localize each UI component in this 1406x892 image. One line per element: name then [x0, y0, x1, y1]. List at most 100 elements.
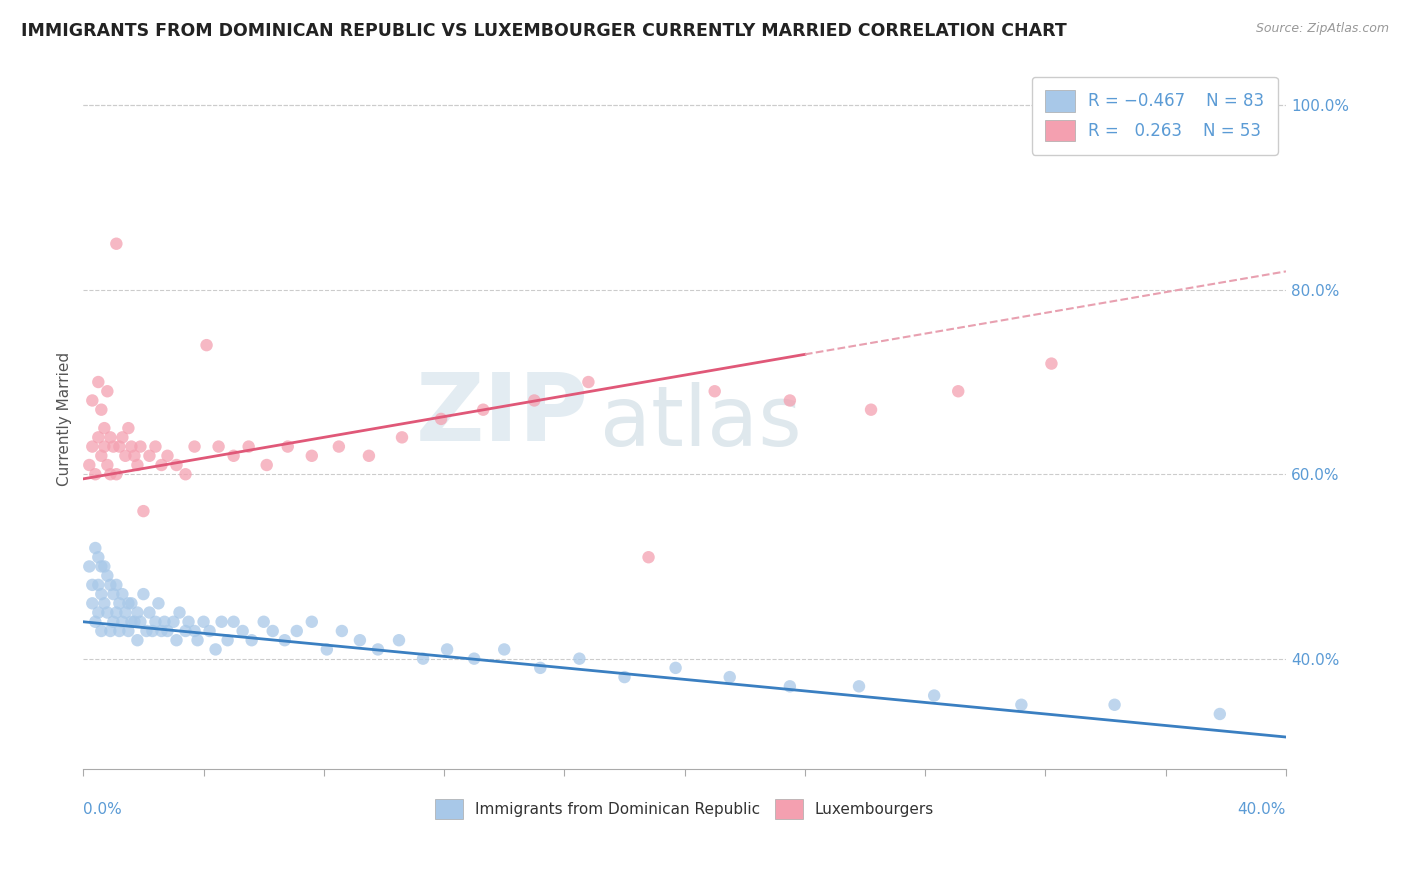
Point — [529, 661, 551, 675]
Point — [285, 624, 308, 638]
Point — [90, 559, 112, 574]
Point — [120, 596, 142, 610]
Point — [330, 624, 353, 638]
Point — [262, 624, 284, 638]
Point — [328, 440, 350, 454]
Point — [90, 449, 112, 463]
Point — [922, 689, 945, 703]
Point — [84, 467, 107, 482]
Point — [98, 467, 121, 482]
Point — [120, 440, 142, 454]
Point — [613, 670, 636, 684]
Point — [87, 430, 110, 444]
Point — [105, 236, 128, 251]
Point — [127, 606, 149, 620]
Point — [98, 578, 121, 592]
Point — [117, 421, 139, 435]
Point — [132, 587, 155, 601]
Point — [127, 458, 149, 472]
Point — [430, 412, 453, 426]
Point — [87, 375, 110, 389]
Point — [1010, 698, 1032, 712]
Point — [87, 550, 110, 565]
Point — [90, 402, 112, 417]
Point — [82, 596, 104, 610]
Point — [472, 402, 495, 417]
Point — [156, 449, 179, 463]
Point — [222, 615, 245, 629]
Point — [117, 624, 139, 638]
Y-axis label: Currently Married: Currently Married — [58, 351, 72, 486]
Point — [238, 440, 260, 454]
Point — [129, 440, 152, 454]
Point — [301, 449, 323, 463]
Point — [779, 679, 801, 693]
Point — [124, 449, 146, 463]
Text: atlas: atlas — [600, 382, 803, 463]
Point — [129, 615, 152, 629]
Point — [141, 624, 163, 638]
Point — [105, 606, 128, 620]
Point — [162, 615, 184, 629]
Point — [779, 393, 801, 408]
Text: Source: ZipAtlas.com: Source: ZipAtlas.com — [1256, 22, 1389, 36]
Point — [84, 541, 107, 555]
Point — [1209, 706, 1232, 721]
Point — [111, 615, 134, 629]
Point — [93, 421, 115, 435]
Point — [103, 440, 125, 454]
Point — [948, 384, 970, 399]
Point — [87, 606, 110, 620]
Point — [187, 633, 209, 648]
Point — [718, 670, 741, 684]
Point — [217, 633, 239, 648]
Point — [82, 440, 104, 454]
Point — [108, 596, 131, 610]
Point — [79, 559, 101, 574]
Point — [111, 430, 134, 444]
Point — [349, 633, 371, 648]
Point — [114, 606, 136, 620]
Point — [79, 458, 101, 472]
Point — [1040, 357, 1063, 371]
Point — [198, 624, 221, 638]
Point — [232, 624, 254, 638]
Point — [195, 338, 218, 352]
Point — [117, 596, 139, 610]
Point — [174, 467, 197, 482]
Point — [256, 458, 278, 472]
Point — [860, 402, 883, 417]
Point — [108, 624, 131, 638]
Point — [105, 578, 128, 592]
Point — [367, 642, 389, 657]
Point — [87, 578, 110, 592]
Point — [84, 615, 107, 629]
Point — [82, 578, 104, 592]
Point — [98, 624, 121, 638]
Point — [150, 624, 173, 638]
Point — [274, 633, 297, 648]
Point — [412, 651, 434, 665]
Point — [93, 559, 115, 574]
Point — [93, 440, 115, 454]
Point — [578, 375, 600, 389]
Point — [108, 440, 131, 454]
Point — [120, 615, 142, 629]
Point — [193, 615, 215, 629]
Point — [436, 642, 458, 657]
Point — [96, 568, 118, 582]
Point — [204, 642, 226, 657]
Point — [391, 430, 413, 444]
Text: ZIP: ZIP — [416, 369, 589, 461]
Point — [494, 642, 516, 657]
Point — [177, 615, 200, 629]
Point — [183, 440, 205, 454]
Point — [150, 458, 173, 472]
Point — [207, 440, 229, 454]
Point — [132, 504, 155, 518]
Point — [523, 393, 546, 408]
Point — [98, 430, 121, 444]
Point — [111, 587, 134, 601]
Point — [253, 615, 276, 629]
Point — [240, 633, 263, 648]
